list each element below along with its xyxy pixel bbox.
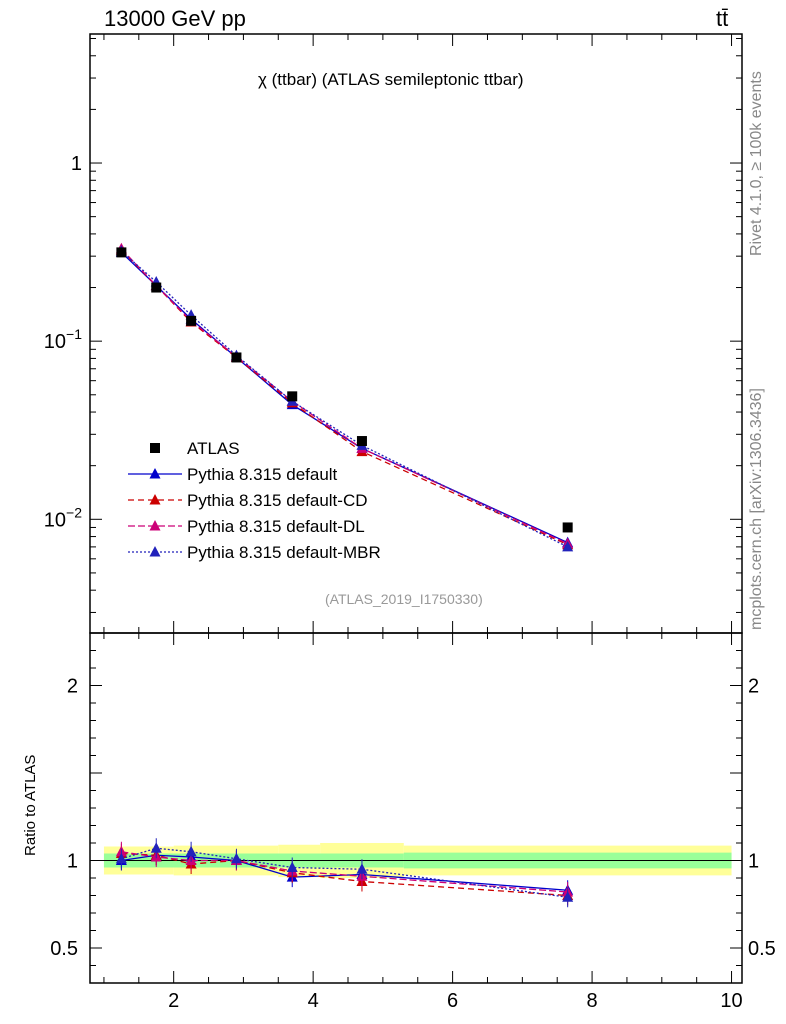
y-tick-label: 1	[71, 153, 82, 175]
series-marker-ratio	[230, 852, 242, 864]
series-marker-ratio	[286, 861, 298, 872]
x-tick-label: 8	[587, 990, 598, 1012]
ratio-uncertainty-bands	[90, 843, 742, 878]
analysis-id-label: (ATLAS_2019_I1750330)	[325, 591, 483, 607]
header-final-state-label: tt̄	[716, 6, 729, 31]
series-marker-ratio	[562, 891, 574, 902]
series-marker-ratio	[150, 842, 162, 853]
mc-series	[115, 242, 574, 908]
ratio-y-tick-label: 1	[67, 851, 78, 873]
data-point	[116, 247, 127, 258]
legend-marker	[149, 494, 161, 505]
rivet-version-label: Rivet 4.1.0, ≥ 100k events	[748, 71, 765, 256]
series-marker-main	[562, 540, 574, 552]
chart-title: χ (ttbar) (ATLAS semileptonic ttbar)	[258, 70, 524, 89]
legend-marker	[149, 468, 161, 479]
data-point	[231, 352, 242, 363]
mcplots-reference-label: mcplots.cern.ch [arXiv:1306.3436]	[748, 388, 765, 630]
x-tick-label: 6	[447, 990, 458, 1012]
ratio-y-tick-label-right: 1	[748, 851, 759, 873]
legend: ATLAS Pythia 8.315 default Pythia 8.315 de…	[128, 439, 381, 562]
data-point	[287, 391, 298, 402]
legend-label: Pythia 8.315 default	[187, 465, 338, 484]
y-tick-label: 10−2	[44, 504, 82, 531]
ratio-y-tick-label-right: 2	[748, 676, 759, 698]
tick-labels: 2 4 6 8 10 1 10−1 10−2 2 2 1 1 0.5 0.5	[44, 153, 776, 1012]
axis-ticks	[90, 34, 742, 984]
data-point	[186, 315, 197, 326]
legend-label: Pythia 8.315 default-DL	[187, 517, 365, 536]
series-marker-ratio	[356, 863, 368, 874]
ratio-y-tick-label: 0.5	[50, 938, 78, 960]
data-point	[151, 282, 162, 293]
legend-label: Pythia 8.315 default-CD	[187, 491, 368, 510]
data-point	[356, 436, 367, 447]
legend-marker	[149, 520, 161, 531]
legend-marker	[149, 546, 161, 557]
data-point	[562, 522, 573, 533]
legend-label-data: ATLAS	[187, 439, 240, 458]
x-tick-label: 2	[168, 990, 179, 1012]
legend-label: Pythia 8.315 default-MBR	[187, 543, 381, 562]
x-tick-label: 4	[308, 990, 319, 1012]
ratio-y-axis-label: Ratio to ATLAS	[22, 754, 39, 856]
ratio-plot-frame	[89, 632, 743, 984]
data-points	[116, 247, 573, 533]
y-tick-label: 10−1	[44, 326, 82, 353]
series-marker-ratio	[185, 845, 197, 857]
ratio-y-tick-label-right: 0.5	[748, 938, 776, 960]
x-tick-label: 10	[720, 990, 742, 1012]
legend-marker-data	[150, 443, 160, 453]
series-marker-ratio	[115, 852, 127, 864]
header-process-label: 13000 GeV pp	[104, 6, 246, 31]
ratio-y-tick-label: 2	[67, 676, 78, 698]
